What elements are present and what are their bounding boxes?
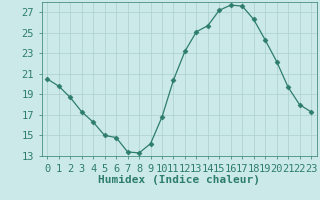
- X-axis label: Humidex (Indice chaleur): Humidex (Indice chaleur): [98, 175, 260, 185]
